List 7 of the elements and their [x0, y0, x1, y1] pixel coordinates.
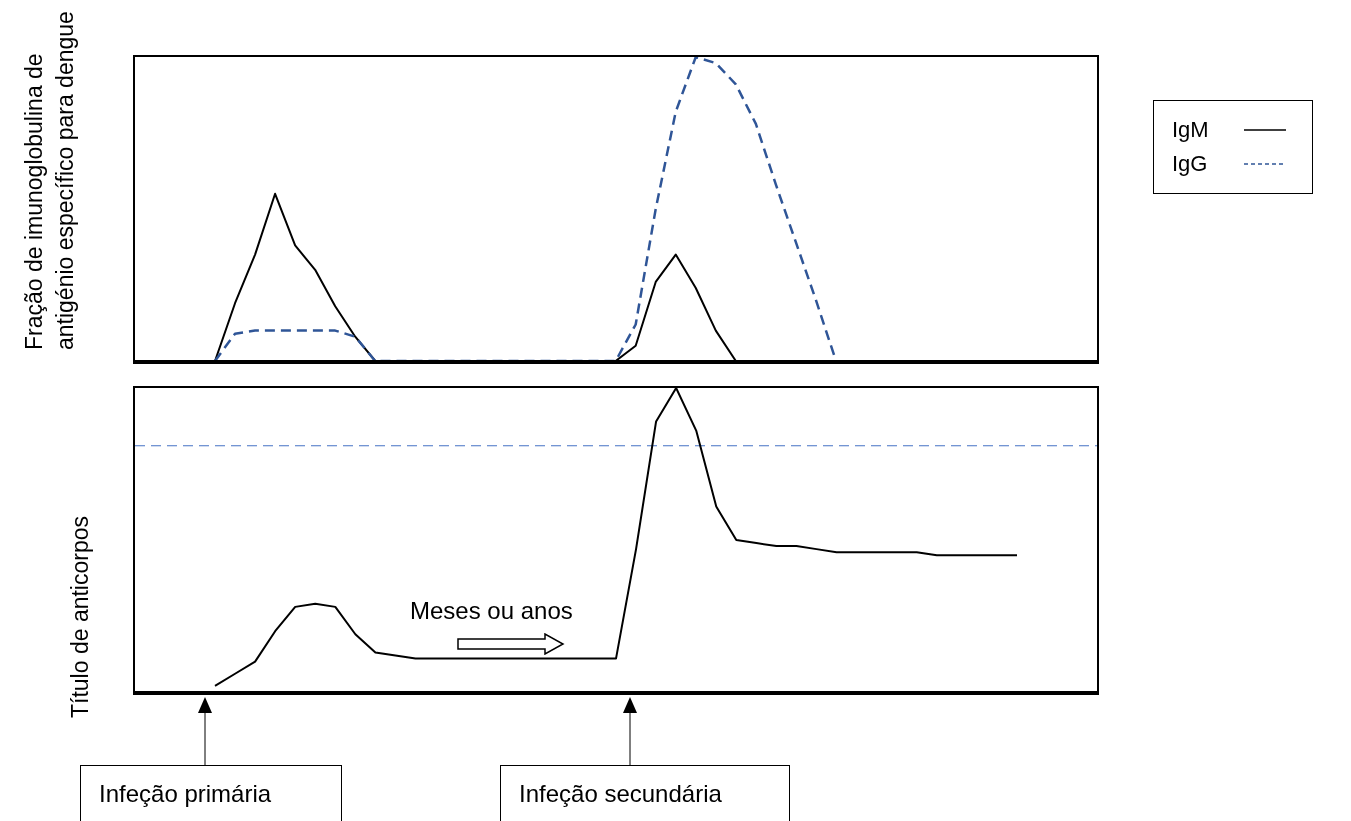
- text: Infeção primária: [80, 765, 342, 821]
- text: Infeção secundária: [500, 765, 790, 821]
- legend-label: IgG: [1172, 151, 1209, 177]
- annotation: Meses ou anos: [410, 597, 573, 625]
- y-axis-title: Fração de imunoglobulina de antigénio específico para dengue: [20, 10, 79, 350]
- y-axis-title: Título de anticorpos: [65, 515, 94, 718]
- legend-label: IgM: [1172, 117, 1210, 143]
